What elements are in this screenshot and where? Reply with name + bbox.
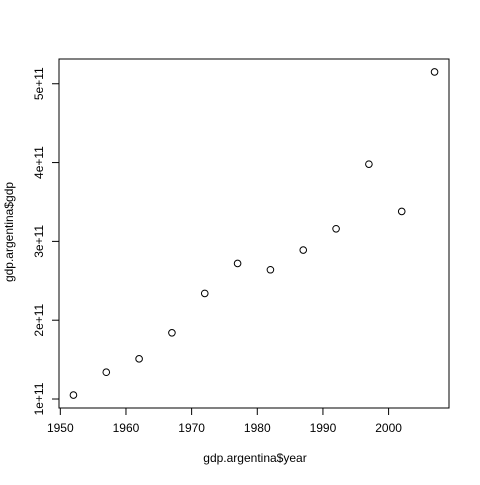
data-point — [168, 329, 176, 337]
data-points — [69, 68, 439, 399]
x-tick-label: 1970 — [178, 421, 205, 435]
data-point — [135, 355, 143, 363]
y-tick-label: 1e+11 — [32, 382, 46, 415]
data-point — [69, 391, 78, 399]
y-axis-title: gdp.argentina$gdp — [2, 182, 16, 282]
data-point — [266, 265, 275, 274]
x-tick-label: 1960 — [113, 421, 140, 435]
x-tick-label: 2000 — [375, 421, 402, 435]
y-tick-label: 5e+11 — [32, 67, 46, 100]
y-tick-label: 2e+11 — [32, 303, 46, 336]
x-tick-label: 1950 — [47, 421, 74, 435]
y-tick-label: 3e+11 — [32, 225, 46, 258]
data-point — [332, 224, 340, 233]
data-point — [233, 259, 242, 268]
data-point — [430, 68, 439, 76]
x-tick-label: 1990 — [310, 421, 337, 435]
data-point — [365, 160, 373, 168]
data-point — [397, 207, 406, 216]
data-point — [200, 289, 209, 298]
plot-frame — [58, 58, 450, 409]
data-point — [102, 368, 111, 377]
x-axis-title: gdp.argentina$year — [203, 451, 306, 465]
data-point — [299, 246, 308, 254]
y-tick-label: 4e+11 — [32, 146, 46, 179]
axes: 1950 1960 1970 1980 1990 2000 1e+11 2e+11 3e+11 4… — [32, 58, 450, 435]
x-tick-label: 1980 — [244, 421, 271, 435]
